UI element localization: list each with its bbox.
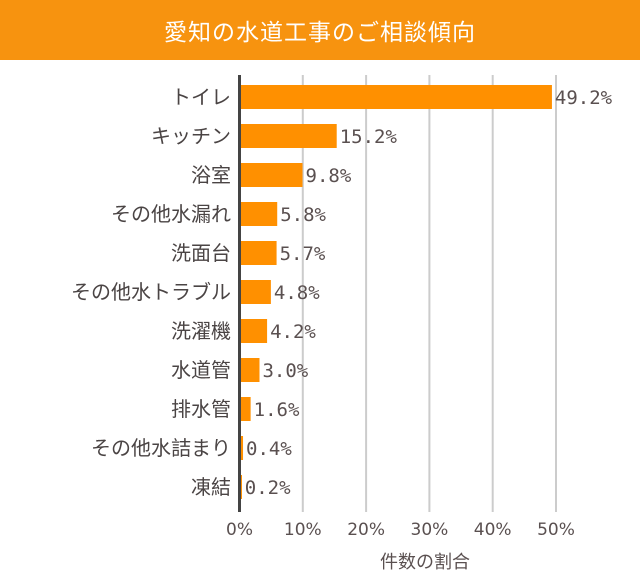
x-tick-label: 50%	[537, 520, 575, 540]
category-label: 排水管	[171, 397, 231, 421]
category-label: 浴室	[191, 163, 231, 187]
x-tick-label: 20%	[347, 520, 385, 540]
category-label: 凍結	[191, 475, 231, 499]
value-label: 5.8%	[280, 204, 326, 226]
x-tick-label: 0%	[226, 520, 253, 540]
value-label: 1.6%	[254, 399, 300, 421]
bar	[240, 85, 552, 109]
chart-title-bar: 愛知の水道工事のご相談傾向	[0, 0, 640, 60]
bar	[240, 280, 271, 304]
category-label: トイレ	[171, 85, 231, 109]
value-label: 49.2%	[555, 87, 613, 109]
x-tick-label: 10%	[284, 520, 322, 540]
bar	[240, 202, 278, 226]
bar	[240, 163, 303, 187]
x-axis-title: 件数の割合	[380, 552, 470, 573]
chart-title: 愛知の水道工事のご相談傾向	[164, 20, 476, 46]
value-label: 9.8%	[306, 165, 352, 187]
category-label: 水道管	[171, 358, 231, 382]
category-label: キッチン	[151, 124, 231, 148]
value-label: 4.8%	[274, 282, 320, 304]
bar	[240, 241, 277, 265]
bar	[240, 319, 268, 343]
x-tick-label: 30%	[411, 520, 449, 540]
value-label: 0.4%	[246, 438, 292, 460]
value-label: 0.2%	[245, 477, 291, 499]
bar	[240, 475, 242, 499]
category-label: その他水トラブル	[71, 280, 231, 304]
value-label: 4.2%	[270, 321, 316, 343]
category-label: 洗濯機	[171, 319, 231, 343]
x-tick-label: 40%	[474, 520, 512, 540]
category-label: その他水詰まり	[91, 436, 231, 460]
bar	[240, 397, 251, 421]
category-label: その他水漏れ	[111, 202, 231, 226]
value-label: 5.7%	[280, 243, 326, 265]
bar	[240, 436, 244, 460]
category-label: 洗面台	[171, 241, 231, 265]
value-label: 15.2%	[340, 126, 398, 148]
value-label: 3.0%	[262, 360, 308, 382]
bar	[240, 358, 260, 382]
bar	[240, 124, 337, 148]
